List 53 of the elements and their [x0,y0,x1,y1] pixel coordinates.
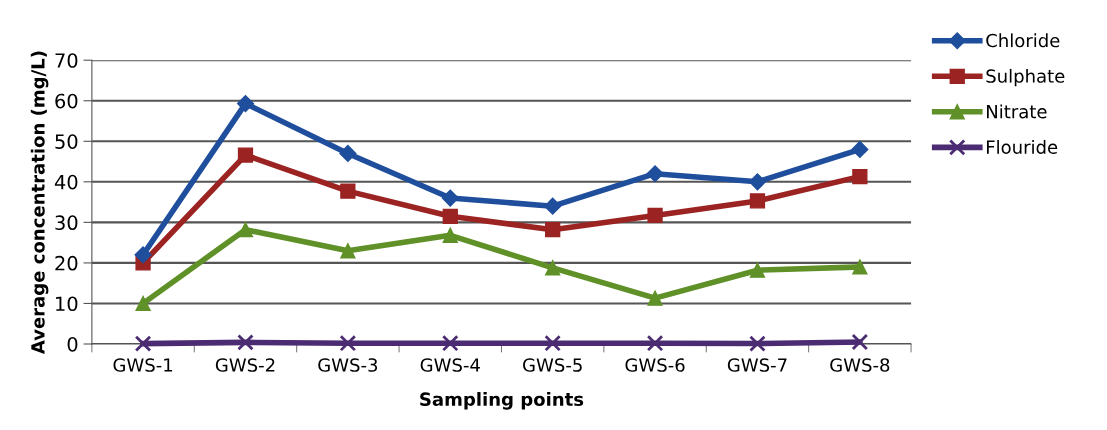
point [749,262,766,278]
legend-label: Chloride [986,33,1060,48]
point [237,334,254,351]
point [442,227,458,243]
point [441,189,459,207]
x-tick-label: GWS-4 [420,358,480,372]
x-tick-label: GWS-3 [318,358,378,372]
legend-label: Flouride [986,139,1058,154]
point [135,295,151,312]
x-tick-label: GWS-6 [625,358,685,372]
point [236,95,255,113]
x-tick-label: GWS-8 [830,358,890,372]
point [441,334,459,352]
point [851,333,869,351]
point [134,246,152,264]
point [442,208,458,224]
point [646,334,664,352]
point [851,140,869,158]
point [340,183,356,199]
point [852,168,868,185]
y-axis-title: Average concentration (mg/L) [30,51,49,355]
x-tick-label: GWS-2 [215,358,275,372]
y-tick-label: 40 [54,174,78,190]
legend-label: Nitrate [986,104,1047,119]
point [340,243,356,259]
point [339,334,357,352]
point [646,165,664,183]
point [237,147,254,163]
point [647,290,663,306]
y-tick-label: 50 [55,134,78,149]
point [134,335,152,352]
y-tick-label: 60 [55,93,78,109]
x-tick-label: GWS-5 [523,358,582,372]
y-tick-label: 20 [55,255,78,271]
point [544,334,561,352]
x-tick-label: GWS-7 [727,358,787,372]
point [749,335,766,352]
y-tick-label: 10 [56,296,78,312]
point [748,173,767,191]
y-tick-label: 0 [67,336,78,352]
y-tick-label: 70 [55,53,78,68]
point [749,193,766,209]
point [852,259,868,275]
point [647,207,663,224]
point [237,222,254,238]
x-tick-label: GWS-1 [113,358,173,372]
point [339,144,357,163]
legend-label: Sulphate [986,68,1065,87]
y-tick-label: 30 [55,215,78,231]
point [545,260,561,276]
point [545,222,561,238]
point [544,197,562,215]
x-axis-title: Sampling points [420,392,584,410]
